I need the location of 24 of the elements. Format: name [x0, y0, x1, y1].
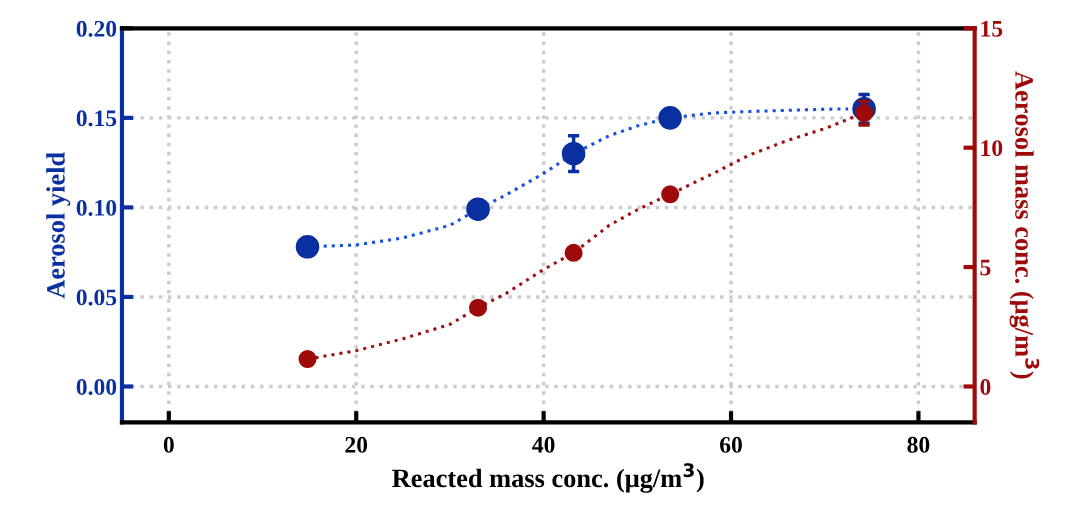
point	[661, 185, 680, 204]
y2-tick-label: 15	[981, 20, 1003, 37]
point	[469, 298, 488, 317]
y2-tick-label: 0	[980, 378, 991, 395]
y-axis-title: Aerosol yield	[46, 152, 71, 299]
point	[298, 349, 317, 369]
y-tick-label: 0.15	[76, 110, 117, 127]
point	[658, 106, 682, 130]
y2-tick-label: 5	[980, 259, 991, 276]
point	[295, 234, 320, 259]
x-tick-label: 0	[163, 436, 174, 453]
x-tick-label: 60	[720, 436, 742, 453]
x-tick-label: 80	[907, 436, 930, 453]
y2-axis-title: Aerosol mass conc. (μg/m$^{3}$)	[1009, 71, 1040, 379]
x-tick-label: 40	[532, 436, 555, 453]
y-tick-label: 0.05	[76, 289, 117, 306]
x-axis-title: Reacted mass conc. (μg/m$^{3}$)	[392, 463, 704, 493]
y-tick-label: 0.00	[76, 378, 117, 396]
point	[564, 243, 583, 262]
y-tick-label: 0.10	[76, 199, 117, 216]
point	[466, 197, 490, 222]
y2-tick-label: 10	[981, 140, 1003, 157]
y-tick-label: 0.20	[76, 20, 117, 37]
x-tick-label: 20	[345, 436, 368, 453]
